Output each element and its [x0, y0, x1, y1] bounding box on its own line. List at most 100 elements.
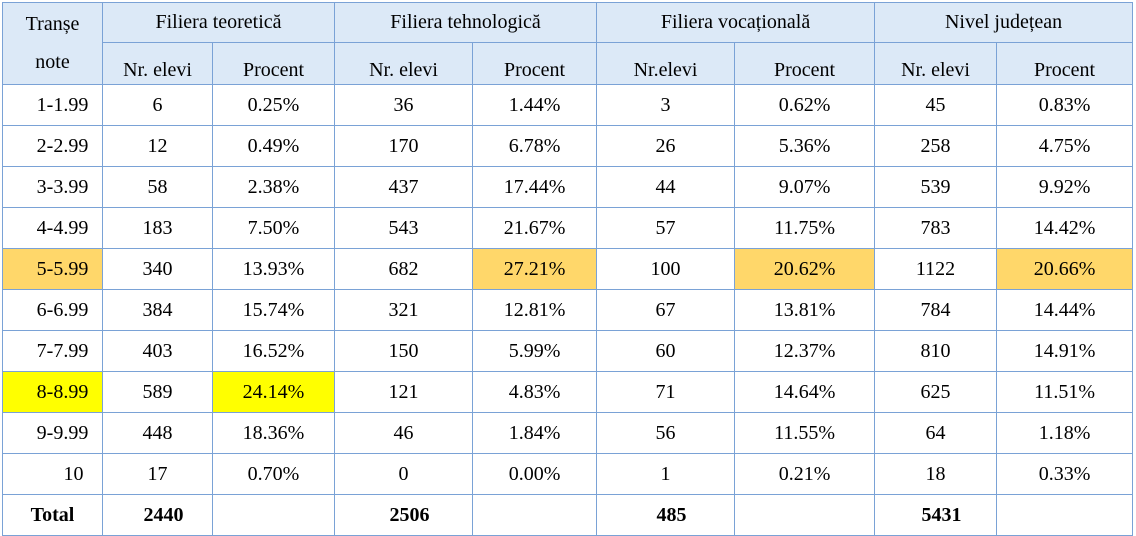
table-cell: 12.37% — [734, 330, 876, 372]
table-cell: 7.50% — [211, 207, 336, 249]
group-header-county: Nivel județean — [874, 2, 1134, 43]
table-cell: 44 — [596, 166, 736, 208]
table-cell: 0.49% — [211, 125, 336, 167]
table-cell: 1122 — [874, 248, 998, 290]
grade-band-cell: 6-6.99 — [2, 289, 103, 331]
grade-band-header-line2: note — [35, 51, 70, 73]
table-cell: 67 — [596, 289, 736, 331]
table-cell: 403 — [102, 330, 213, 372]
table-row: 1-1.99 6 0.25% 36 1.44% 3 0.62% 45 0.83% — [2, 84, 1134, 126]
table-cell: 1 — [596, 453, 736, 495]
grade-band-cell: 4-4.99 — [2, 207, 103, 249]
header-row-groups: Tranșe note Filiera teoretică Filiera te… — [2, 2, 1134, 85]
table-cell: 13.81% — [734, 289, 876, 331]
table-cell: 589 — [102, 371, 213, 413]
table-cell: 4.75% — [996, 125, 1134, 167]
table-cell: 11.55% — [734, 412, 876, 454]
table-cell: 14.64% — [734, 371, 876, 413]
table-cell: 17 — [102, 453, 213, 495]
table-cell: 26 — [596, 125, 736, 167]
table-cell: 784 — [874, 289, 998, 331]
total-cell — [996, 494, 1134, 536]
table-cell: 2.38% — [211, 166, 336, 208]
table-cell: 5.36% — [734, 125, 876, 167]
table-cell: 0.70% — [211, 453, 336, 495]
table-cell-highlighted: 24.14% — [211, 371, 336, 413]
group-header-technological: Filiera tehnologică — [334, 2, 598, 43]
table-cell: 3 — [596, 84, 736, 126]
table-cell: 437 — [334, 166, 474, 208]
group-header-theoretical: Filiera teoretică — [101, 2, 336, 43]
table-cell: 14.42% — [996, 207, 1134, 249]
grade-band-cell: 7-7.99 — [2, 330, 103, 372]
table-cell: 121 — [334, 371, 474, 413]
table-cell: 539 — [874, 166, 998, 208]
total-cell: 2440 — [102, 494, 213, 536]
table-cell: 46 — [334, 412, 474, 454]
table-cell: 64 — [874, 412, 998, 454]
table-cell-highlighted: 20.66% — [996, 248, 1134, 290]
subheader-percent: Procent — [211, 42, 336, 85]
subheader-percent: Procent — [472, 42, 598, 85]
table-cell: 9.07% — [734, 166, 876, 208]
subheader-percent: Procent — [996, 42, 1134, 85]
table-cell: 4.83% — [472, 371, 598, 413]
table-cell: 0.25% — [211, 84, 336, 126]
total-cell: 2506 — [334, 494, 474, 536]
table-cell: 6 — [102, 84, 213, 126]
grade-band-cell-highlighted: 8-8.99 — [2, 371, 103, 413]
table-cell-highlighted: 27.21% — [472, 248, 598, 290]
table-cell: 543 — [334, 207, 474, 249]
grade-band-cell-highlighted: 5-5.99 — [2, 248, 103, 290]
table-cell: 0.21% — [734, 453, 876, 495]
table-row: 2-2.99 12 0.49% 170 6.78% 26 5.36% 258 4… — [2, 125, 1134, 167]
table-cell: 6.78% — [472, 125, 598, 167]
subheader-percent: Procent — [734, 42, 876, 85]
table-cell: 18 — [874, 453, 998, 495]
table-cell: 5.99% — [472, 330, 598, 372]
group-header-vocational: Filiera vocațională — [596, 2, 876, 43]
table-cell: 56 — [596, 412, 736, 454]
table-cell: 18.36% — [211, 412, 336, 454]
table-cell: 0.62% — [734, 84, 876, 126]
table-row: 6-6.99 384 15.74% 321 12.81% 67 13.81% 7… — [2, 289, 1134, 331]
table-cell: 11.75% — [734, 207, 876, 249]
grade-band-cell: 1-1.99 — [2, 84, 103, 126]
grade-band-header: Tranșe note — [2, 2, 103, 85]
table-cell: 11.51% — [996, 371, 1134, 413]
table-cell: 170 — [334, 125, 474, 167]
table-cell: 183 — [102, 207, 213, 249]
table-cell: 384 — [102, 289, 213, 331]
grade-band-cell: 10 — [2, 453, 103, 495]
table-row: 4-4.99 183 7.50% 543 21.67% 57 11.75% 78… — [2, 207, 1134, 249]
table-cell: 150 — [334, 330, 474, 372]
grade-band-header-line1: Tranșe — [25, 13, 80, 35]
table-cell: 783 — [874, 207, 998, 249]
total-cell — [211, 494, 336, 536]
table-row: 7-7.99 403 16.52% 150 5.99% 60 12.37% 81… — [2, 330, 1134, 372]
table-cell: 12 — [102, 125, 213, 167]
table-cell: 58 — [102, 166, 213, 208]
table-cell: 321 — [334, 289, 474, 331]
table-cell: 57 — [596, 207, 736, 249]
table-row: 10 17 0.70% 0 0.00% 1 0.21% 18 0.33% — [2, 453, 1134, 495]
table-cell: 0.83% — [996, 84, 1134, 126]
table-row: 5-5.99 340 13.93% 682 27.21% 100 20.62% … — [2, 248, 1134, 290]
grade-band-cell: 9-9.99 — [2, 412, 103, 454]
table-cell: 13.93% — [211, 248, 336, 290]
table-cell: 682 — [334, 248, 474, 290]
table-cell-highlighted: 20.62% — [734, 248, 876, 290]
table-cell: 45 — [874, 84, 998, 126]
grade-band-cell: 2-2.99 — [2, 125, 103, 167]
table-cell: 1.18% — [996, 412, 1134, 454]
table-cell: 1.84% — [472, 412, 598, 454]
grade-band-cell: 3-3.99 — [2, 166, 103, 208]
table-row: 3-3.99 58 2.38% 437 17.44% 44 9.07% 539 … — [2, 166, 1134, 208]
table-row: 9-9.99 448 18.36% 46 1.84% 56 11.55% 64 … — [2, 412, 1134, 454]
total-cell: 485 — [596, 494, 736, 536]
total-cell — [734, 494, 876, 536]
subheader-students: Nr. elevi — [334, 42, 474, 85]
table-cell: 100 — [596, 248, 736, 290]
table-cell: 340 — [102, 248, 213, 290]
